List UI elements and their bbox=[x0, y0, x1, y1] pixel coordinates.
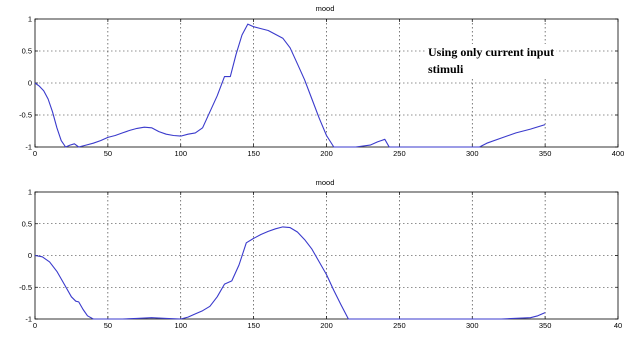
x-tick-label: 150 bbox=[247, 321, 260, 330]
y-tick-label: 0 bbox=[28, 79, 32, 88]
y-tick-label: 1 bbox=[28, 188, 32, 197]
y-tick-label: -1 bbox=[25, 143, 32, 152]
y-tick-label: 0 bbox=[28, 251, 32, 260]
x-tick-label: 50 bbox=[104, 321, 112, 330]
y-tick-label: -0.5 bbox=[19, 283, 32, 292]
x-tick-label: 100 bbox=[174, 149, 187, 158]
x-tick-label: 350 bbox=[539, 321, 552, 330]
bottom-plot-mood-line bbox=[34, 226, 546, 320]
top-plot-ticks: 0 50 100 150 200 250 300 350 400 1 0.5 0 -0.5 -1 bbox=[19, 15, 624, 159]
top-plot-grid bbox=[35, 19, 618, 147]
bottom-plot-grid bbox=[35, 192, 618, 319]
x-tick-label: 150 bbox=[247, 149, 260, 158]
x-tick-label: 250 bbox=[393, 149, 406, 158]
bottom-plot-ticks: 0 50 100 150 200 250 300 350 40 1 0.5 0 -0.5 -1 bbox=[19, 188, 622, 331]
x-tick-label: 300 bbox=[466, 149, 479, 158]
bottom-plot-title: mood bbox=[316, 178, 335, 187]
bottom-plot: mood 0 50 100 150 200 250 300 350 40 1 0.5 0 -0.5 -1 bbox=[19, 178, 622, 330]
top-plot-mood-line bbox=[34, 23, 546, 148]
bottom-plot-area bbox=[34, 191, 619, 320]
top-plot: mood 0 50 100 150 200 250 300 350 400 1 0.5 0 -0.5 -1… bbox=[19, 4, 624, 158]
x-tick-label: 200 bbox=[320, 149, 333, 158]
top-plot-annotation-line1: Using only current input bbox=[428, 45, 554, 59]
x-tick-label: 0 bbox=[33, 321, 37, 330]
x-tick-label: 250 bbox=[393, 321, 406, 330]
x-tick-label: 50 bbox=[104, 149, 112, 158]
x-tick-label: 0 bbox=[33, 149, 37, 158]
top-plot-title: mood bbox=[316, 4, 335, 13]
x-tick-label: 100 bbox=[174, 321, 187, 330]
x-tick-label: 350 bbox=[539, 149, 552, 158]
y-tick-label: -1 bbox=[25, 315, 32, 324]
y-tick-label: 0.5 bbox=[22, 47, 32, 56]
x-tick-label: 300 bbox=[466, 321, 479, 330]
top-plot-annotation-line2: stimuli bbox=[428, 62, 464, 76]
x-tick-label: 40 bbox=[614, 321, 622, 330]
x-tick-label: 200 bbox=[320, 321, 333, 330]
y-tick-label: -0.5 bbox=[19, 111, 32, 120]
y-tick-label: 1 bbox=[28, 15, 32, 24]
annotation-background bbox=[426, 44, 557, 77]
x-tick-label: 400 bbox=[612, 149, 625, 158]
y-tick-label: 0.5 bbox=[22, 219, 32, 228]
